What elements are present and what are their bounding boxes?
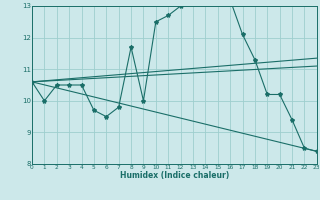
X-axis label: Humidex (Indice chaleur): Humidex (Indice chaleur) xyxy=(120,171,229,180)
